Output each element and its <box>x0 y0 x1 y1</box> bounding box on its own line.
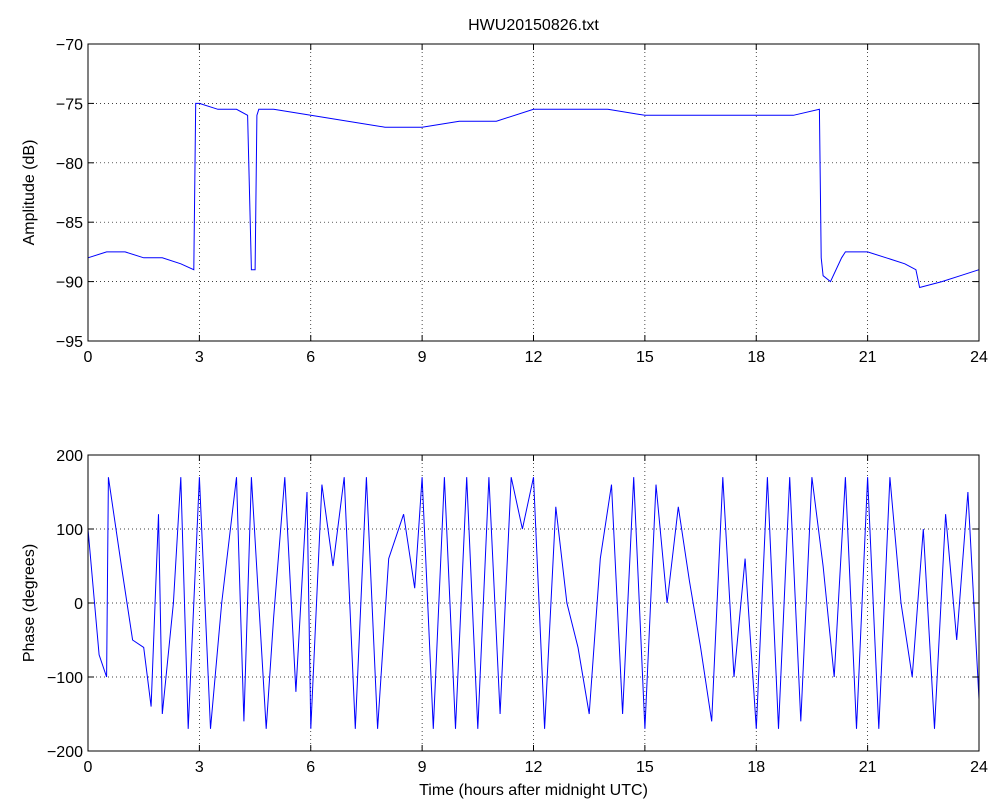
amplitude-series-line <box>87 102 980 289</box>
phase-xtick-label: 21 <box>859 759 877 776</box>
amplitude-xtick-label: 3 <box>195 349 204 366</box>
amplitude-ytick-label: −75 <box>56 96 83 113</box>
amplitude-xtick-label: 6 <box>306 349 315 366</box>
phase-ytick-label: 200 <box>56 448 83 465</box>
amplitude-xtick-label: 12 <box>525 349 543 366</box>
phase-ytick-label: −100 <box>47 670 83 687</box>
amplitude-xtick-label: 9 <box>418 349 427 366</box>
amplitude-ylabel: Amplitude (dB) <box>21 140 38 246</box>
phase-ylabel: Phase (degrees) <box>21 544 38 662</box>
amplitude-ytick-label: −70 <box>56 37 83 54</box>
amplitude-xtick-label: 0 <box>84 349 93 366</box>
phase-xtick-label: 9 <box>418 759 427 776</box>
phase-xtick-label: 24 <box>970 759 988 776</box>
amplitude-panel: 0 3 6 9 12 15 18 21 24 −70 −75 −80 −85 −90 −95 HWU20150… <box>21 17 988 366</box>
phase-xlabel: Time (hours after midnight UTC) <box>419 782 648 799</box>
phase-xtick-label: 0 <box>84 759 93 776</box>
amplitude-xtick-label: 21 <box>859 349 877 366</box>
amplitude-ytick-label: −90 <box>56 275 83 292</box>
amplitude-ytick-label: −85 <box>56 215 83 232</box>
phase-panel: 0 3 6 9 12 15 18 21 24 200 100 0 −100 −200 Phase (degr… <box>21 448 988 799</box>
phase-xtick-label: 6 <box>306 759 315 776</box>
phase-ytick-label: 100 <box>56 522 83 539</box>
phase-xtick-label: 18 <box>747 759 765 776</box>
phase-xtick-label: 3 <box>195 759 204 776</box>
phase-xtick-label: 15 <box>636 759 654 776</box>
phase-ytick-label: −200 <box>47 744 83 761</box>
amplitude-xtick-label: 15 <box>636 349 654 366</box>
phase-ytick-label: 0 <box>74 596 83 613</box>
amplitude-title: HWU20150826.txt <box>468 17 599 34</box>
amplitude-ytick-label: −80 <box>56 156 83 173</box>
phase-xtick-label: 12 <box>525 759 543 776</box>
amplitude-ytick-label: −95 <box>56 334 83 351</box>
amplitude-xtick-label: 18 <box>747 349 765 366</box>
phase-series-line <box>87 477 980 729</box>
amplitude-xtick-label: 24 <box>970 349 988 366</box>
